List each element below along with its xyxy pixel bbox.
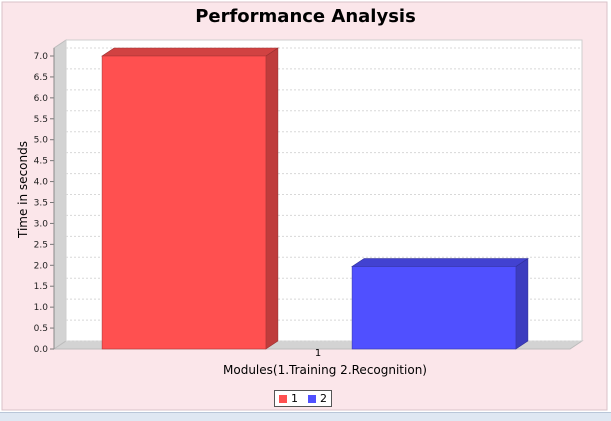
- y-tick-label: 3.5: [34, 199, 48, 209]
- y-tick-label: 1.0: [34, 303, 49, 313]
- x-tick-label: 1: [314, 348, 322, 359]
- legend-label-1: 1: [291, 392, 298, 405]
- y-tick-label: 4.0: [34, 178, 49, 188]
- y-axis-label-wrap: Time in seconds: [10, 90, 38, 280]
- y-tick-label: 7.0: [34, 52, 49, 62]
- y-tick-label: 4.5: [34, 157, 48, 167]
- bar-top-series-1: [101, 47, 279, 57]
- legend-swatch-1: [279, 394, 287, 403]
- bar-series-2: [351, 266, 517, 350]
- legend-swatch-2: [308, 394, 316, 403]
- legend: 1 2: [274, 390, 332, 407]
- chart-title: Performance Analysis: [195, 6, 416, 27]
- y-tick-label: 6.0: [34, 94, 49, 104]
- y-tick-label: 0.5: [34, 324, 48, 334]
- bar-side-series-2: [515, 257, 529, 350]
- y-tick-label: 2.5: [34, 240, 48, 250]
- legend-label-2: 2: [320, 392, 327, 405]
- y-tick-label: 2.0: [34, 261, 49, 271]
- bar-top-series-2: [351, 258, 529, 267]
- y-tick-label: 0.0: [34, 345, 49, 355]
- y-tick-label: 1.5: [34, 282, 48, 292]
- plot-side-wall: [53, 39, 67, 350]
- y-axis-label: Time in seconds: [16, 141, 30, 238]
- x-axis-label: Modules(1.Training 2.Recognition): [223, 363, 427, 377]
- bar-side-series-1: [265, 47, 279, 350]
- y-tick-label: 3.0: [34, 219, 49, 229]
- legend-item-1: 1: [279, 392, 298, 405]
- y-tick-label: 5.5: [34, 115, 48, 125]
- bar-series-1: [101, 55, 267, 350]
- y-tick-label: 5.0: [34, 136, 49, 146]
- window-bottom-strip: [0, 412, 611, 421]
- y-tick-label: 6.5: [34, 73, 48, 83]
- legend-item-2: 2: [308, 392, 327, 405]
